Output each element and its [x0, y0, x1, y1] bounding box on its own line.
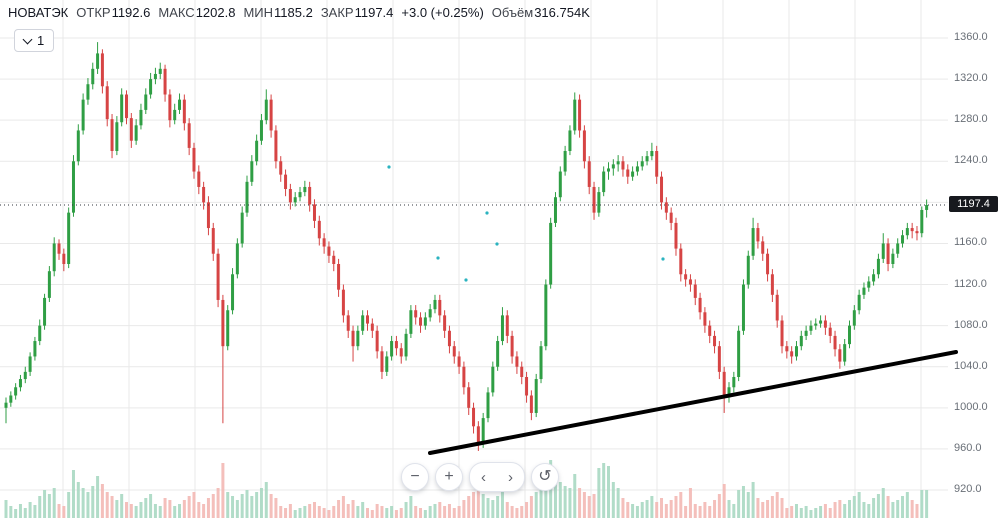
open-field: ОТКР 1192.6 — [76, 5, 150, 20]
chevron-right-icon: › — [508, 468, 513, 486]
price-axis-label: 1080.0 — [954, 318, 988, 331]
minus-icon: − — [410, 468, 420, 485]
price-axis-label: 920.0 — [954, 483, 982, 495]
symbol-name: НОВАТЭК — [8, 5, 69, 20]
price-axis-label: 1000.0 — [954, 400, 988, 413]
refresh-icon: ↺ — [538, 468, 552, 485]
open-value: 1192.6 — [111, 5, 151, 20]
price-axis-label: 1120.0 — [954, 277, 987, 290]
chart-dot — [495, 242, 499, 246]
price-axis-label: 1040.0 — [954, 359, 988, 372]
open-label: ОТКР — [76, 5, 111, 20]
high-value: 1202.8 — [195, 5, 236, 20]
zoom-in-button[interactable]: + — [435, 463, 463, 491]
chart-nav-controls: − + ‹ › ↺ — [401, 462, 559, 492]
low-field: МИН 1185.2 — [243, 5, 312, 20]
chevron-left-icon: ‹ — [481, 468, 486, 486]
close-field: ЗАКР 1197.4 — [321, 5, 394, 20]
price-axis[interactable]: 1197.4 1360.0 1320.0 1280.0 1240.0 1160.0 112… — [948, 0, 1000, 518]
last-price-badge: 1197.4 — [949, 196, 998, 213]
interval-label: 1 — [37, 33, 45, 48]
chart-dot — [661, 257, 665, 261]
close-label: ЗАКР — [320, 5, 354, 20]
price-axis-label: 1320.0 — [954, 72, 988, 85]
chart-dot — [436, 256, 440, 260]
change-value: +3.0 (+0.25%) — [401, 5, 484, 20]
price-axis-label: 1160.0 — [954, 236, 987, 249]
price-axis-label: 1280.0 — [954, 113, 988, 126]
pan-right-button[interactable]: › — [497, 464, 524, 490]
pan-controls: ‹ › — [469, 462, 525, 492]
chevron-down-icon — [22, 34, 33, 44]
candlestick-series — [4, 42, 929, 451]
interval-dropdown[interactable]: 1 — [14, 29, 55, 52]
chart-dot — [387, 165, 391, 169]
zoom-out-button[interactable]: − — [401, 463, 429, 491]
price-axis-label: 1360.0 — [954, 31, 988, 43]
price-axis-label: 960.0 — [954, 441, 982, 454]
high-field: МАКС 1202.8 — [158, 5, 235, 20]
chart-dot — [485, 211, 489, 215]
price-axis-label: 1240.0 — [954, 154, 988, 167]
low-value: 1185.2 — [274, 5, 313, 20]
volume-field: Объём 316.754K — [492, 5, 590, 20]
volume-value: 316.754K — [534, 5, 590, 20]
volume-label: Объём — [491, 5, 534, 20]
ohlc-header: НОВАТЭК ОТКР 1192.6 МАКС 1202.8 МИН 1185.2 … — [8, 5, 590, 20]
chart-dot — [464, 278, 468, 282]
reset-chart-button[interactable]: ↺ — [531, 463, 559, 491]
close-value: 1197.4 — [354, 5, 394, 20]
grid — [0, 0, 948, 518]
volume-series — [4, 460, 929, 518]
high-label: МАКС — [158, 5, 195, 20]
low-label: МИН — [243, 5, 274, 20]
plus-icon: + — [444, 468, 454, 485]
trendline-drawing[interactable] — [428, 350, 958, 455]
pan-left-button[interactable]: ‹ — [470, 464, 497, 490]
